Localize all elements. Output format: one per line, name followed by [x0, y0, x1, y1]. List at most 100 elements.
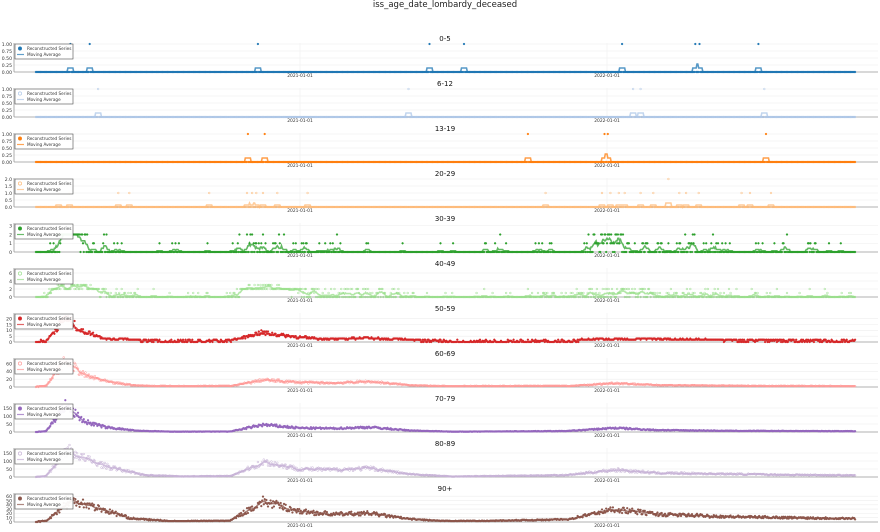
data-point — [840, 242, 842, 244]
legend-marker-icon — [18, 47, 21, 50]
data-point — [292, 242, 294, 244]
data-point — [592, 251, 594, 253]
data-point — [239, 234, 241, 236]
data-point — [463, 43, 465, 45]
data-point — [762, 242, 764, 244]
data-point — [694, 43, 696, 45]
data-point — [668, 242, 670, 244]
data-point — [324, 242, 326, 244]
y-tick-label: 0.5 — [5, 198, 12, 204]
data-point — [499, 234, 501, 236]
data-point — [717, 242, 719, 244]
data-point — [774, 242, 776, 244]
moving-average-line — [36, 203, 855, 207]
data-point — [279, 242, 281, 244]
data-point — [171, 242, 173, 244]
data-point — [283, 234, 285, 236]
data-point — [262, 234, 264, 236]
data-point — [699, 43, 701, 45]
data-point — [617, 234, 619, 236]
data-point — [679, 242, 681, 244]
y-tick-label: 0 — [9, 250, 12, 256]
data-point — [721, 242, 723, 244]
data-point — [101, 251, 103, 253]
y-tick-label: 0.50 — [2, 146, 12, 152]
x-tick-label: 2021-01-01 — [287, 253, 313, 259]
y-tick-label: 1.00 — [2, 132, 12, 138]
data-point — [588, 234, 590, 236]
data-point — [247, 133, 249, 135]
panel-title: 30-39 — [435, 215, 455, 223]
data-point — [603, 242, 605, 244]
x-tick-label: 2022-01-01 — [594, 73, 620, 79]
data-point — [91, 251, 93, 253]
y-tick-label: 1.5 — [5, 184, 12, 190]
data-point — [729, 242, 731, 244]
data-point — [257, 43, 259, 45]
x-tick-label: 2022-01-01 — [594, 208, 620, 214]
data-point — [494, 242, 496, 244]
data-point — [83, 251, 85, 253]
x-tick-label: 2022-01-01 — [594, 253, 620, 259]
y-tick-label: 0.75 — [2, 139, 12, 145]
data-point — [758, 242, 760, 244]
data-point — [295, 242, 297, 244]
data-point — [81, 234, 83, 236]
y-tick-label: 0.25 — [2, 108, 12, 114]
data-point — [661, 242, 663, 244]
data-point — [336, 234, 338, 236]
legend-label: Moving Average — [27, 97, 61, 102]
legend-marker-icon — [18, 92, 21, 95]
data-point — [260, 242, 262, 244]
y-tick-label: 0.50 — [2, 101, 12, 107]
y-tick-label: 0.25 — [2, 63, 12, 69]
data-point — [452, 242, 454, 244]
data-point — [606, 242, 608, 244]
chart-title: iss_age_date_lombardy_deceased — [373, 0, 517, 10]
y-tick-label: 0.50 — [2, 56, 12, 62]
data-point — [264, 133, 266, 135]
data-point — [251, 234, 253, 236]
data-point — [813, 251, 815, 253]
x-tick-label: 2021-01-01 — [287, 208, 313, 214]
data-point — [367, 242, 369, 244]
data-point — [246, 234, 248, 236]
data-point — [605, 251, 607, 253]
data-point — [815, 242, 817, 244]
data-point — [604, 133, 606, 135]
data-point — [642, 242, 644, 244]
data-point — [93, 242, 95, 244]
legend-label: Reconstructed Series — [27, 181, 71, 186]
data-point — [82, 242, 84, 244]
data-point — [551, 242, 553, 244]
data-point — [121, 242, 123, 244]
data-point — [318, 242, 320, 244]
x-tick-label: 2021-01-01 — [287, 73, 313, 79]
data-point — [710, 242, 712, 244]
legend-label: Reconstructed Series — [27, 91, 71, 96]
x-tick-label: 2022-01-01 — [594, 118, 620, 124]
data-point — [647, 242, 649, 244]
data-point — [86, 234, 88, 236]
data-point — [599, 251, 601, 253]
x-tick-label: 2021-01-01 — [287, 163, 313, 169]
data-point — [604, 234, 606, 236]
y-tick-label: 0.00 — [2, 160, 12, 166]
data-point — [758, 43, 760, 45]
data-point — [178, 242, 180, 244]
data-point — [594, 234, 596, 236]
data-point — [586, 242, 588, 244]
y-tick-label: 1.00 — [2, 87, 12, 93]
y-tick-label: 0.25 — [2, 153, 12, 159]
data-point — [625, 251, 627, 253]
data-point — [601, 234, 603, 236]
data-point — [303, 242, 305, 244]
data-point — [535, 242, 537, 244]
data-point — [332, 242, 334, 244]
